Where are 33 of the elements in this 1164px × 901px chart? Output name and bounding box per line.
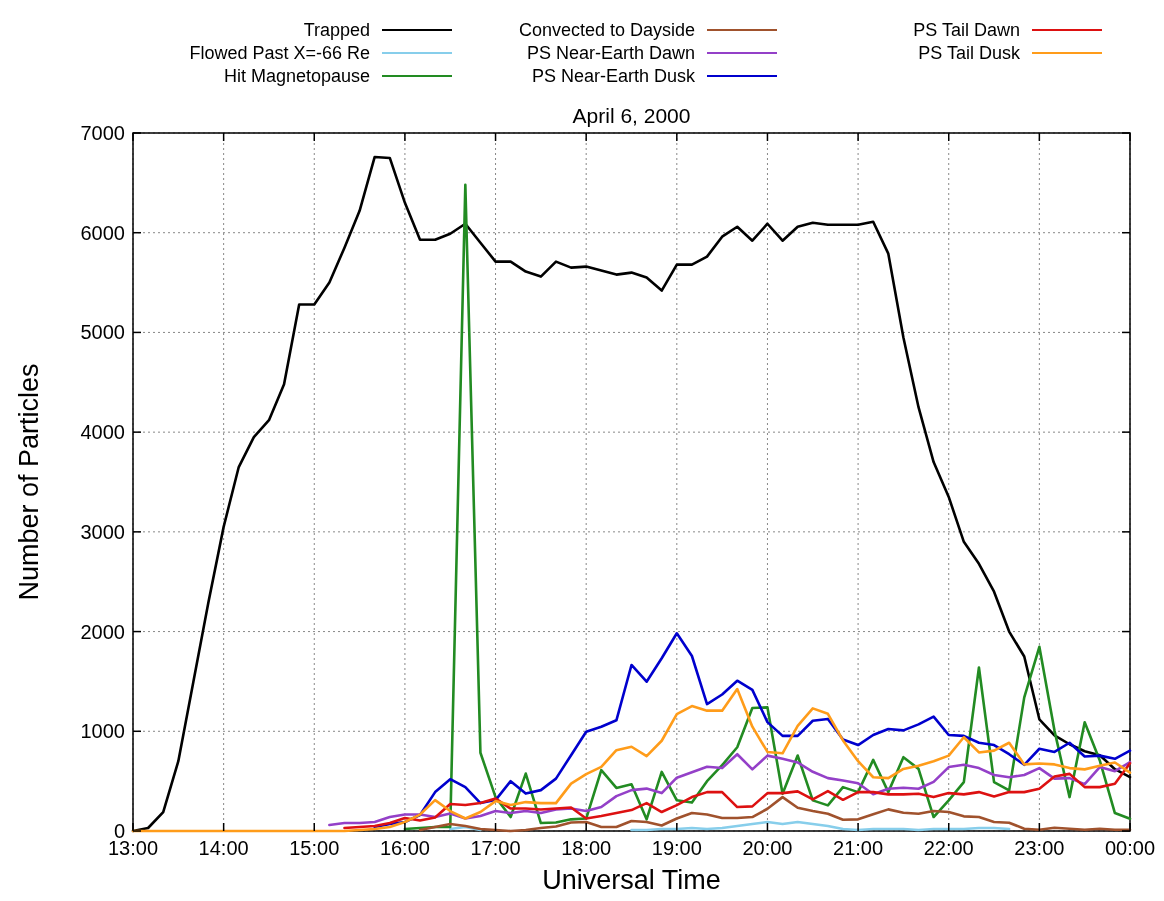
line-series bbox=[328, 752, 1132, 827]
x-tick-label: 15:00 bbox=[289, 837, 340, 859]
y-tick-label: 2000 bbox=[80, 620, 125, 643]
legend-label: Trapped bbox=[303, 20, 370, 41]
y-tick-label: 6000 bbox=[80, 221, 125, 244]
y-tick-label: 5000 bbox=[80, 321, 125, 344]
x-tick-label: 22:00 bbox=[923, 837, 974, 859]
x-tick-label: 18:00 bbox=[561, 837, 612, 859]
line-series bbox=[418, 795, 1132, 833]
y-tick-label: 7000 bbox=[80, 122, 125, 144]
y-tick-label: 3000 bbox=[80, 520, 125, 543]
line-series bbox=[343, 761, 1132, 830]
x-tick-label: 20:00 bbox=[742, 837, 793, 859]
x-tick-label: 21:00 bbox=[833, 837, 884, 859]
x-tick-label: 16:00 bbox=[379, 837, 430, 859]
legend-label: PS Near-Earth Dusk bbox=[531, 66, 696, 87]
legend-label: Hit Magnetopause bbox=[223, 66, 370, 87]
legend-label: PS Tail Dusk bbox=[918, 43, 1021, 64]
legend-label: Convected to Dayside bbox=[518, 20, 695, 41]
y-axis-title: Number of Particles bbox=[14, 363, 44, 601]
x-tick-label: 00:00 bbox=[1104, 837, 1156, 859]
legend-label: Flowed Past X=-66 Re bbox=[189, 43, 370, 64]
chart-title: April 6, 2000 bbox=[572, 104, 691, 127]
y-tick-label: 4000 bbox=[80, 421, 125, 444]
line-series bbox=[403, 183, 1132, 831]
legend-label: PS Tail Dawn bbox=[913, 20, 1020, 41]
legend-label: PS Near-Earth Dawn bbox=[526, 43, 695, 64]
x-tick-label: 17:00 bbox=[470, 837, 521, 859]
x-axis-title: Universal Time bbox=[542, 865, 721, 895]
x-tick-label: 19:00 bbox=[651, 837, 702, 859]
x-tick-label: 23:00 bbox=[1014, 837, 1065, 859]
y-tick-label: 1000 bbox=[80, 720, 125, 743]
x-tick-label: 14:00 bbox=[198, 837, 249, 859]
